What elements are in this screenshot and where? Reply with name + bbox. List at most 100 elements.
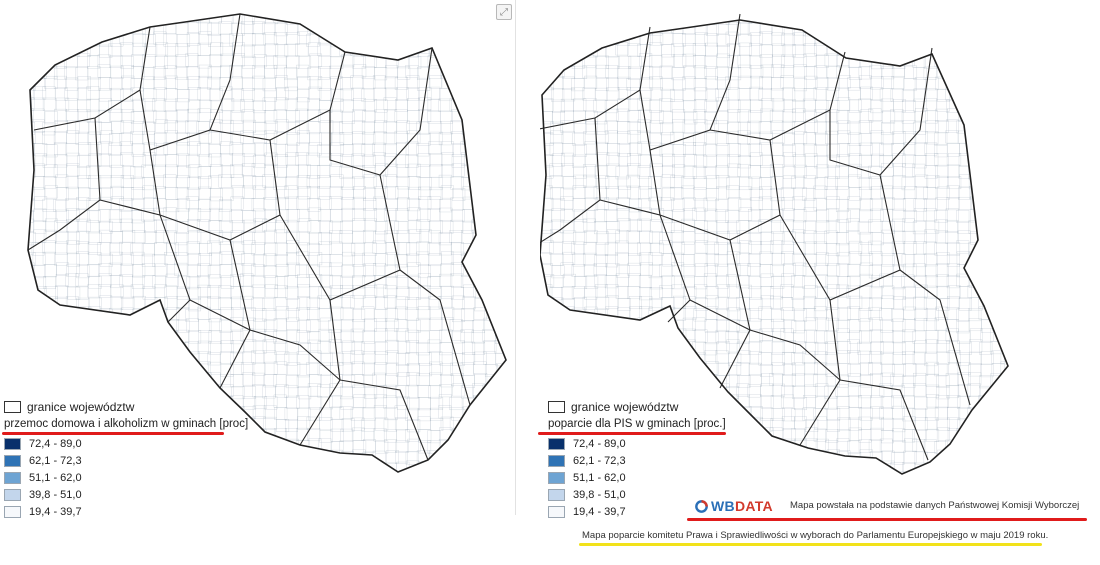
municipality-cell [1046,274,1059,287]
municipality-cell [451,209,465,222]
municipality-cell [462,296,476,310]
municipality-cell [385,276,398,290]
municipality-cell [0,110,13,123]
municipality-cell [329,496,342,509]
municipality-cell [164,75,178,89]
municipality-cell [452,0,465,11]
municipality-cell [185,120,199,134]
municipality-cell [1002,142,1008,156]
municipality-cell [683,153,697,167]
municipality-cell [78,87,91,101]
municipality-cell [32,14,45,24]
municipality-cell [551,208,565,222]
municipality-cell [252,75,266,89]
municipality-cell [791,121,805,135]
municipality-cell [946,451,960,464]
municipality-cell [262,97,276,111]
municipality-cell [859,298,873,311]
municipality-cell [122,229,136,243]
municipality-cell [705,306,719,320]
municipality-cell [1,54,14,67]
municipality-cell [847,196,861,210]
municipality-cell [771,341,785,355]
municipality-cell [405,451,419,465]
municipality-cell [275,451,289,465]
municipality-cell [362,110,376,123]
municipality-cell [460,320,474,333]
municipality-cell [783,483,796,496]
municipality-cell [882,220,895,234]
municipality-cell [496,252,506,266]
municipality-cell [672,350,686,364]
municipality-cell [230,164,243,178]
municipality-cell [384,308,398,322]
municipality-cell [593,351,607,365]
municipality-cell [847,440,861,454]
municipality-cell [859,473,873,474]
municipality-cell [438,405,452,419]
municipality-cell [693,142,707,155]
municipality-cell [384,295,397,309]
municipality-cell [361,88,375,102]
municipality-cell [848,427,862,441]
municipality-cell [175,186,189,200]
municipality-cell [243,175,257,189]
municipality-cell [494,275,506,289]
municipality-cell [98,320,112,333]
municipality-cell [493,430,506,443]
municipality-cell [934,153,948,167]
municipality-cell [826,144,840,158]
municipality-cell [925,474,938,487]
municipality-cell [706,175,720,189]
municipality-cell [1058,76,1060,89]
municipality-cell [836,284,849,298]
municipality-cell [120,252,134,266]
municipality-cell [1001,331,1008,344]
municipality-cell [804,75,818,89]
municipality-cell [99,229,112,243]
municipality-cell [549,34,563,48]
municipality-cell [948,176,962,190]
municipality-cell [869,286,883,300]
municipality-cell [439,342,453,356]
municipality-cell [681,362,695,376]
expand-icon[interactable]: ⤢ [496,4,512,20]
municipality-cell [1013,120,1026,133]
municipality-cell [395,364,409,377]
logo-text-wb: WB [711,498,735,514]
municipality-cell [748,362,762,376]
municipality-cell [329,209,343,223]
municipality-cell [725,20,739,25]
municipality-cell [241,362,255,375]
municipality-cell [980,407,994,421]
municipality-cell [836,395,849,409]
municipality-cell [230,374,244,388]
municipality-cell [472,320,486,334]
municipality-cell [483,439,497,453]
municipality-cell [1025,186,1038,199]
municipality-cell [794,308,807,322]
municipality-cell [760,295,774,309]
municipality-cell [507,364,515,377]
municipality-cell [1036,166,1049,179]
municipality-cell [1047,166,1060,179]
municipality-cell [274,0,287,12]
municipality-cell [297,208,310,222]
municipality-cell [638,374,652,387]
municipality-cell [473,154,487,168]
municipality-cell [329,109,343,123]
municipality-cell [573,110,586,124]
municipality-cell [728,67,742,81]
municipality-cell [1046,385,1059,398]
municipality-cell [1025,252,1038,265]
municipality-cell [495,286,506,300]
municipality-cell [967,45,981,59]
municipality-cell [405,297,419,310]
municipality-cell [504,298,506,312]
municipality-cell [1047,77,1060,90]
municipality-cell [748,253,761,267]
municipality-cell [979,32,993,46]
municipality-cell [396,429,410,443]
municipality-cell [704,132,718,145]
municipality-cell [485,198,498,212]
